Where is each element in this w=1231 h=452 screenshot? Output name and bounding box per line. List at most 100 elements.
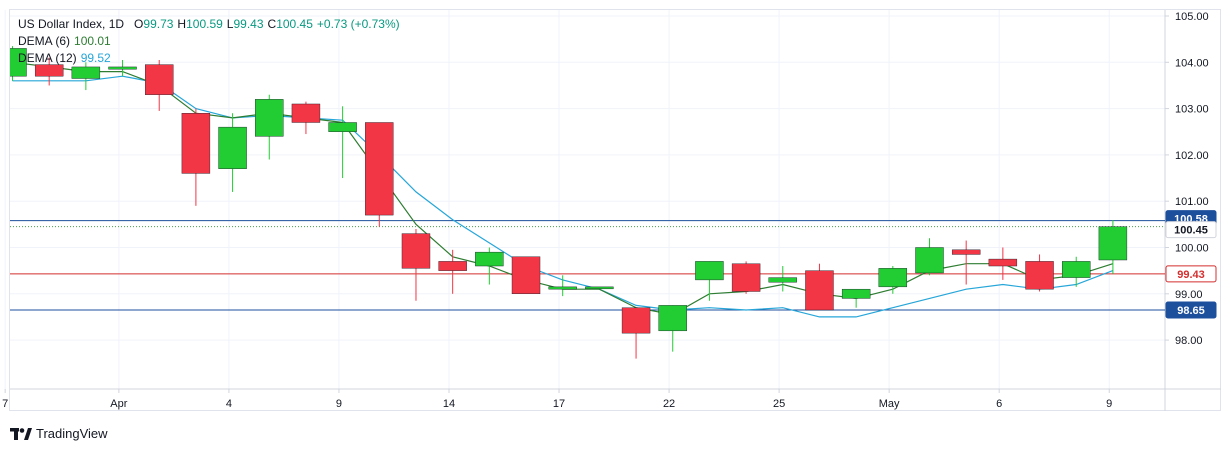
candle xyxy=(438,249,467,294)
legend-dema6-row[interactable]: DEMA (6) 100.01 xyxy=(18,33,400,50)
candle xyxy=(328,106,357,179)
candle-body xyxy=(108,66,137,70)
candle-body xyxy=(511,256,541,295)
candle xyxy=(731,261,761,294)
price-tag: 98.65 xyxy=(1165,301,1217,319)
tradingview-logo-text: TradingView xyxy=(36,426,108,441)
candle xyxy=(475,247,504,285)
candle xyxy=(585,286,614,290)
candle-body xyxy=(71,66,101,79)
x-tick-label: 14 xyxy=(443,398,455,410)
candle-body xyxy=(328,122,357,132)
candle-body xyxy=(475,251,504,267)
candle-body xyxy=(1025,261,1054,290)
price-tag-box xyxy=(1165,265,1217,283)
low-label: L xyxy=(226,17,234,31)
candle-body xyxy=(841,288,871,299)
x-tick-label: 6 xyxy=(996,398,1002,410)
open-value: 99.73 xyxy=(143,17,174,31)
y-tick-label: 105.00 xyxy=(1175,11,1209,23)
candle xyxy=(10,46,27,81)
candle-body xyxy=(585,286,614,290)
x-axis: 7 Apr 4 9 14 17 22 25 May 6 9 xyxy=(2,389,1112,410)
candle-body xyxy=(34,64,64,77)
candle-body xyxy=(878,268,908,288)
legend-dema12-row[interactable]: DEMA (12) 99.52 xyxy=(18,50,400,67)
candle xyxy=(365,122,394,227)
symbol-title[interactable]: US Dollar Index, 1D xyxy=(18,17,125,31)
candle xyxy=(401,228,431,301)
price-tag: 99.43 xyxy=(1165,265,1217,283)
candle-body xyxy=(365,122,394,216)
high-value: 100.59 xyxy=(186,17,223,31)
price-tag-label: 98.65 xyxy=(1177,305,1205,317)
price-lines xyxy=(10,220,1165,311)
price-tag-label: 99.43 xyxy=(1177,269,1205,281)
y-tick-label: 98.00 xyxy=(1175,335,1203,347)
candle-body xyxy=(548,286,577,290)
price-tag-label: 100.45 xyxy=(1174,225,1208,237)
change-value: +0.73 (+0.73%) xyxy=(316,17,400,31)
candle xyxy=(71,62,101,91)
x-tick-label: 4 xyxy=(226,398,232,410)
candle xyxy=(34,57,64,86)
dema12-value: 99.52 xyxy=(80,51,111,65)
candle-body xyxy=(951,249,981,255)
candle xyxy=(548,275,577,297)
candle-body xyxy=(255,99,284,137)
candle xyxy=(878,266,908,294)
price-tag-box xyxy=(1165,221,1217,239)
candle xyxy=(218,113,247,192)
candle-body xyxy=(768,277,797,283)
candle-body xyxy=(145,64,174,95)
low-value: 99.43 xyxy=(233,17,264,31)
y-tick-label: 102.00 xyxy=(1175,150,1209,162)
candle-body xyxy=(731,263,761,292)
candle-body xyxy=(1062,261,1091,278)
y-tick-label: 99.00 xyxy=(1175,289,1203,301)
candle xyxy=(915,238,944,276)
candle-body xyxy=(438,261,467,271)
dema6-label: DEMA (6) xyxy=(18,34,71,48)
price-tag: 100.45 xyxy=(1165,221,1217,239)
y-axis: 105.00 104.00 103.00 102.00 101.00 100.00 99.0… xyxy=(1165,11,1209,347)
x-tick-label: May xyxy=(879,398,900,410)
y-tick-label: 101.00 xyxy=(1175,196,1209,208)
candle-body xyxy=(291,103,321,123)
x-tick-label: 9 xyxy=(336,398,342,410)
candle xyxy=(511,256,541,295)
chart-frame xyxy=(9,9,1221,411)
dema6-value: 100.01 xyxy=(74,34,111,48)
candles xyxy=(10,46,1128,359)
candle-body xyxy=(1098,226,1128,261)
candle xyxy=(841,288,871,308)
candle-body xyxy=(915,247,944,274)
candle xyxy=(1098,220,1128,274)
x-tick-label: Apr xyxy=(110,398,127,410)
high-label: H xyxy=(177,17,187,31)
candle xyxy=(768,266,797,292)
price-tag-box xyxy=(1165,301,1217,319)
candle xyxy=(255,94,284,160)
candle xyxy=(108,59,137,77)
chart-legend: US Dollar Index, 1D O 99.73 H 100.59 L 99.4… xyxy=(18,16,400,67)
candle-body xyxy=(401,233,431,269)
y-tick-label: 100.00 xyxy=(1175,243,1209,255)
tradingview-logo[interactable]: TradingView xyxy=(10,426,108,441)
candle xyxy=(658,305,687,352)
close-label: C xyxy=(267,17,277,31)
close-value: 100.45 xyxy=(276,17,313,31)
candle xyxy=(145,59,174,111)
candle xyxy=(291,101,321,135)
candle-body xyxy=(695,261,724,281)
open-label: O xyxy=(134,17,144,31)
legend-ohlc-row: US Dollar Index, 1D O 99.73 H 100.59 L 99.4… xyxy=(18,16,400,33)
x-tick-label: 9 xyxy=(1106,398,1112,410)
candle xyxy=(951,240,981,285)
x-tick-label: 7 xyxy=(2,398,8,410)
candle xyxy=(805,263,834,311)
candle xyxy=(695,261,724,301)
x-tick-label: 22 xyxy=(663,398,675,410)
candle-body xyxy=(988,258,1018,267)
